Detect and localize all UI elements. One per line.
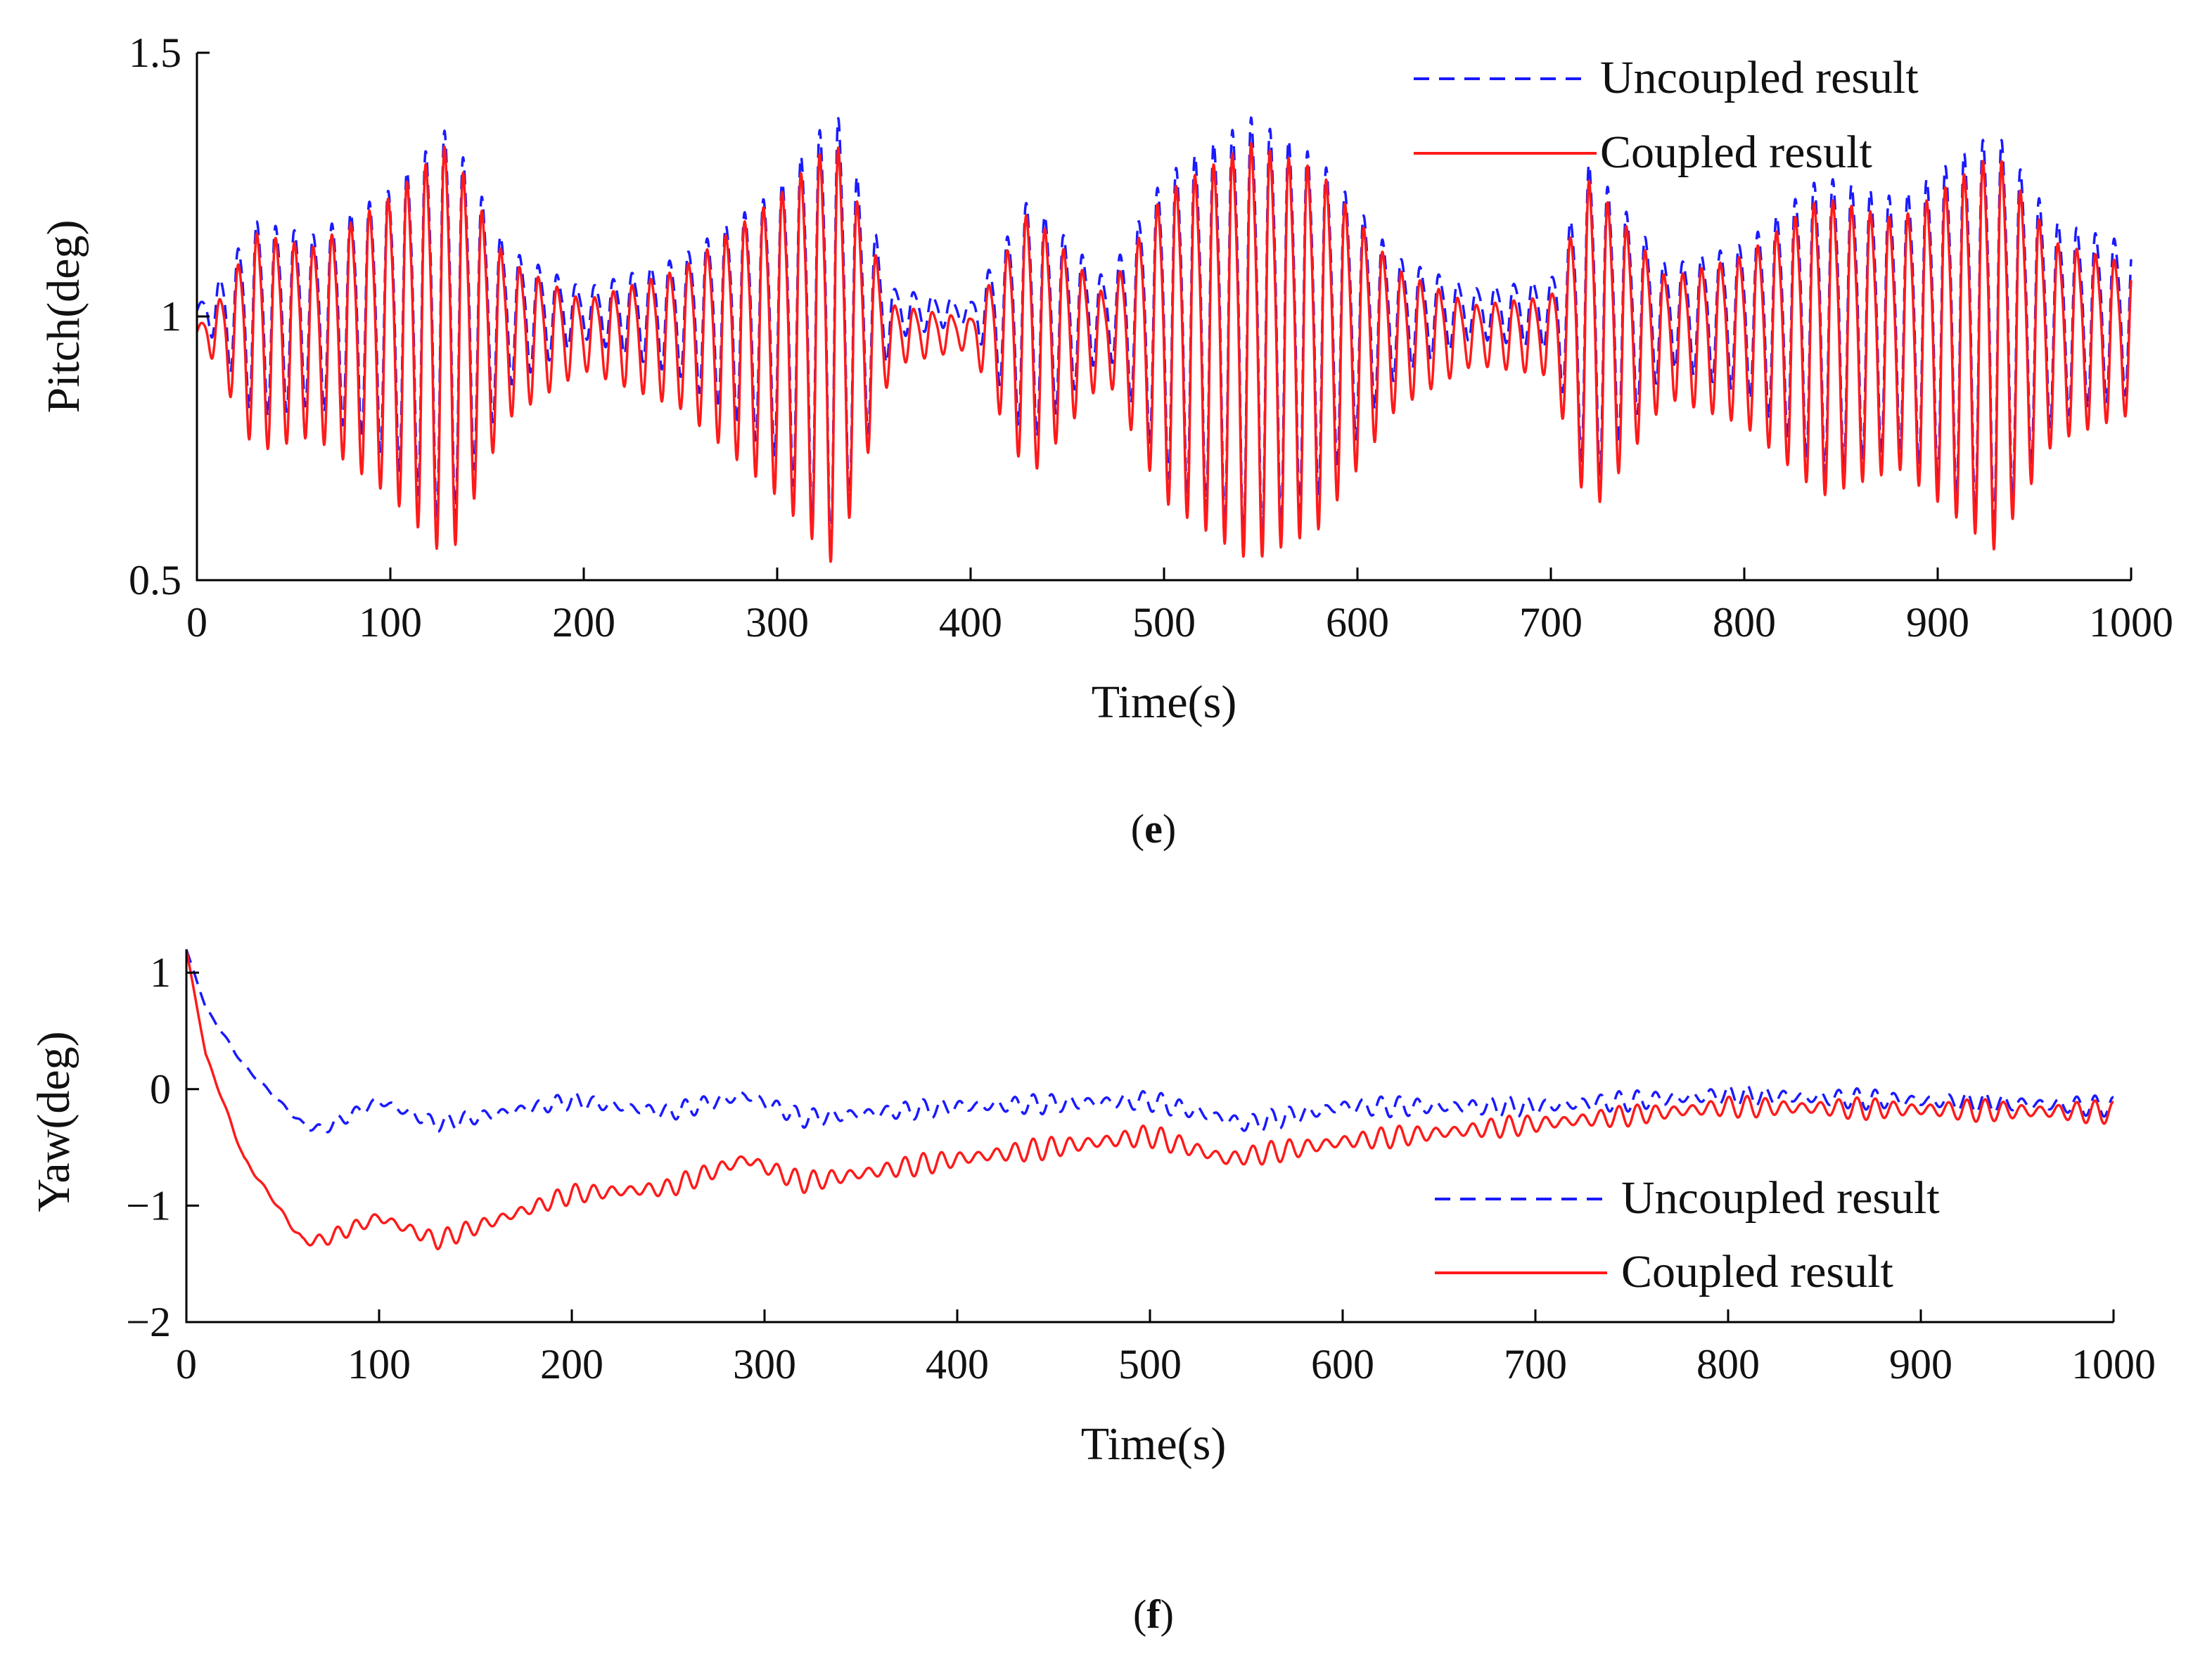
yaw-y-axis-label: Yaw(deg) bbox=[28, 1031, 79, 1212]
pitch-x-ticks: 0 100 200 300 400 500 600 700 800 900 1000 bbox=[186, 568, 2173, 646]
pitch-y-tick-label: 1 bbox=[160, 293, 181, 340]
yaw-x-tick-label: 400 bbox=[926, 1341, 989, 1387]
yaw-x-tick-label: 600 bbox=[1311, 1341, 1374, 1387]
yaw-y-tick-label: −1 bbox=[126, 1182, 171, 1229]
pitch-legend-coupled-label: Coupled result bbox=[1600, 127, 1872, 178]
pitch-x-tick-label: 600 bbox=[1326, 599, 1389, 646]
pitch-y-axis-label: Pitch(deg) bbox=[38, 220, 89, 414]
yaw-y-tick-label: 1 bbox=[150, 949, 171, 996]
yaw-legend-coupled-label: Coupled result bbox=[1621, 1246, 1893, 1297]
yaw-x-tick-label: 200 bbox=[540, 1341, 603, 1387]
pitch-legend-uncoupled-label: Uncoupled result bbox=[1600, 52, 1919, 103]
yaw-series-uncoupled-line bbox=[185, 949, 2115, 1134]
yaw-caption-letter: f bbox=[1146, 1591, 1161, 1637]
pitch-y-tick-label: 0.5 bbox=[129, 557, 181, 603]
yaw-y-tick-label: −2 bbox=[126, 1299, 171, 1345]
pitch-caption-letter: e bbox=[1144, 806, 1163, 852]
pitch-legend: Uncoupled result Coupled result bbox=[1414, 52, 1919, 178]
yaw-x-tick-label: 0 bbox=[176, 1341, 197, 1387]
pitch-x-tick-label: 200 bbox=[552, 599, 615, 646]
yaw-x-tick-label: 100 bbox=[347, 1341, 411, 1387]
pitch-x-tick-label: 300 bbox=[746, 599, 809, 646]
yaw-y-ticks: −2 −1 0 1 bbox=[126, 949, 199, 1345]
pitch-x-tick-label: 1000 bbox=[2089, 599, 2173, 646]
pitch-x-tick-label: 400 bbox=[939, 599, 1002, 646]
pitch-x-axis-label: Time(s) bbox=[1092, 677, 1237, 728]
pitch-y-tick-label: 1.5 bbox=[129, 30, 181, 76]
yaw-series-coupled-line bbox=[185, 949, 2115, 1250]
pitch-y-ticks: 0.5 1 1.5 bbox=[129, 30, 210, 603]
yaw-x-tick-label: 800 bbox=[1696, 1341, 1760, 1387]
pitch-x-tick-label: 700 bbox=[1519, 599, 1583, 646]
pitch-series-coupled-line bbox=[196, 141, 2133, 563]
yaw-x-axis-label: Time(s) bbox=[1081, 1418, 1227, 1470]
yaw-legend: Uncoupled result Coupled result bbox=[1435, 1172, 1940, 1297]
yaw-legend-uncoupled-label: Uncoupled result bbox=[1621, 1172, 1940, 1224]
yaw-x-tick-label: 900 bbox=[1889, 1341, 1952, 1387]
yaw-x-tick-label: 500 bbox=[1118, 1341, 1182, 1387]
pitch-x-tick-label: 800 bbox=[1713, 599, 1776, 646]
yaw-x-tick-label: 1000 bbox=[2071, 1341, 2156, 1387]
pitch-caption: (e) bbox=[1131, 806, 1176, 852]
pitch-x-tick-label: 0 bbox=[186, 599, 207, 646]
pitch-x-tick-label: 500 bbox=[1132, 599, 1196, 646]
yaw-y-tick-label: 0 bbox=[150, 1066, 171, 1113]
yaw-chart: 0 100 200 300 400 500 600 700 800 900 1000 −2−101 … bbox=[28, 949, 2156, 1637]
yaw-x-tick-label: 700 bbox=[1504, 1341, 1567, 1387]
yaw-x-ticks: 0 100 200 300 400 500 600 700 800 900 1000 bbox=[176, 1309, 2156, 1387]
yaw-x-tick-label: 300 bbox=[733, 1341, 796, 1387]
yaw-plot-area bbox=[185, 949, 2115, 1250]
pitch-x-tick-label: 900 bbox=[1906, 599, 1969, 646]
pitch-chart: 0 100 200 300 400 500 600 700 800 900 1000 0.5 1 1.5… bbox=[38, 30, 2173, 852]
pitch-plot-area bbox=[196, 116, 2133, 563]
yaw-caption: (f) bbox=[1133, 1591, 1174, 1637]
pitch-x-tick-label: 100 bbox=[359, 599, 422, 646]
